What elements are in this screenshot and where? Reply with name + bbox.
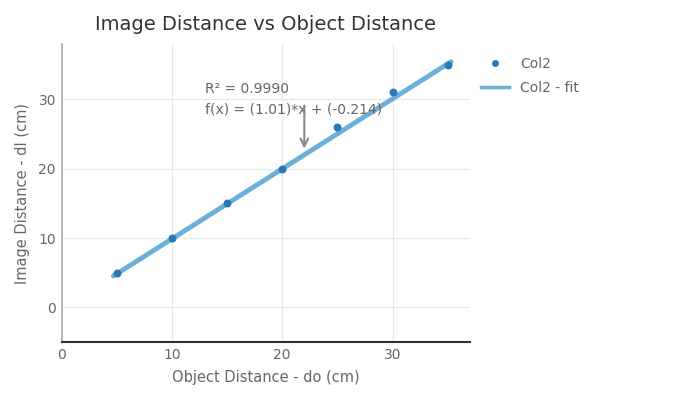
- Title: Image Distance vs Object Distance: Image Distance vs Object Distance: [95, 15, 436, 34]
- Col2: [221, 200, 232, 207]
- Y-axis label: Image Distance - dI (cm): Image Distance - dI (cm): [15, 102, 30, 284]
- Col2 - fit: [415, 79, 424, 84]
- X-axis label: Object Distance - do (cm): Object Distance - do (cm): [172, 370, 360, 385]
- Col2 - fit: [447, 59, 455, 64]
- Col2 - fit: [310, 146, 319, 151]
- Col2: [167, 235, 178, 241]
- Legend: Col2, Col2 - fit: Col2, Col2 - fit: [481, 57, 579, 94]
- Col2: [276, 166, 288, 172]
- Col2 - fit: [309, 147, 318, 152]
- Col2: [332, 124, 343, 130]
- Col2: [111, 270, 122, 276]
- Col2 - fit: [111, 273, 119, 278]
- Col2: [387, 89, 398, 96]
- Text: R² = 0.9990
f(x) = (1.01)*x + (-0.214): R² = 0.9990 f(x) = (1.01)*x + (-0.214): [205, 82, 382, 117]
- Col2: [442, 62, 454, 68]
- Col2 - fit: [394, 93, 402, 98]
- Col2 - fit: [316, 142, 324, 147]
- Col2 - fit: [109, 274, 118, 278]
- Line: Col2 - fit: Col2 - fit: [113, 62, 451, 276]
